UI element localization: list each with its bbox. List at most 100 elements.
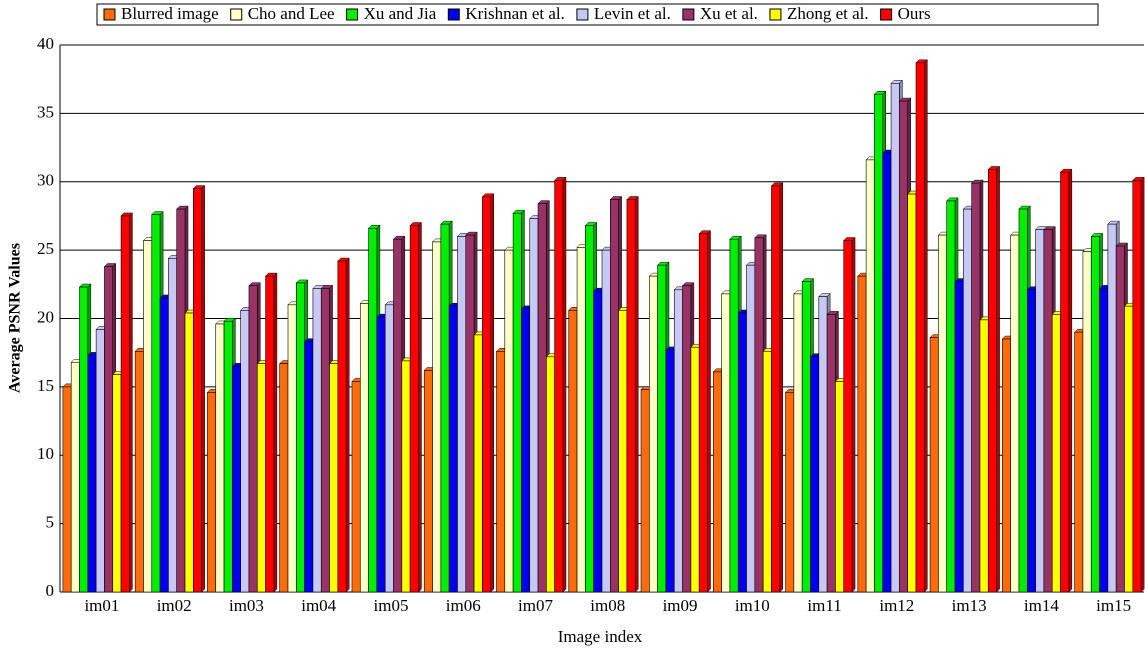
bar [70,361,80,593]
bar [640,389,650,593]
legend-swatch [880,8,893,21]
bar [890,82,900,593]
bar [248,285,258,593]
bar [537,203,547,593]
x-tick-label: im09 [663,596,698,615]
bar [810,356,820,593]
bar [673,289,683,593]
bar [1035,229,1045,593]
bar [585,225,594,593]
bar [801,281,811,593]
bar [496,351,506,593]
bar [504,249,514,593]
bar [393,238,403,593]
bar [359,303,369,593]
bar [649,275,658,593]
legend-swatch [230,8,243,21]
bar-side [634,195,639,593]
y-tick-label: 30 [37,171,54,190]
bar [423,370,433,593]
bar [946,200,956,593]
bar [737,312,747,593]
bar [1060,171,1070,593]
bar [857,275,867,593]
y-tick-label: 0 [46,581,55,600]
bar [1010,234,1020,593]
bar [448,305,458,593]
bar [265,275,275,593]
bar [882,152,892,593]
bar [712,371,722,593]
y-tick-label: 15 [37,376,54,395]
bar [368,227,378,593]
legend-swatch [447,8,460,21]
bar [512,212,522,593]
bar [698,233,708,593]
legend-label: Levin et al. [594,4,671,23]
bar [682,285,692,593]
x-tick-label: im01 [84,596,119,615]
legend-label: Xu et al. [700,4,758,23]
bar [207,392,217,593]
bar-side [490,193,494,593]
bar [143,240,153,593]
bar [610,199,619,593]
bar-side [345,257,350,593]
bar [279,363,289,593]
bar-side [273,272,278,593]
bar [95,329,105,593]
y-tick-label: 20 [37,307,54,326]
legend-label: Zhong et al. [787,4,869,23]
legend-label: Blurred image [121,4,219,23]
bar-side [129,212,133,593]
bar-side [418,221,422,593]
bar [79,286,89,593]
y-tick-label: 5 [46,513,55,532]
legend-swatch [576,8,589,21]
bar [826,314,836,593]
x-tick-label: im05 [374,596,409,615]
bar [754,237,764,593]
bar [954,281,964,593]
bar-side [851,236,856,593]
bar [835,381,845,593]
bar [351,381,361,593]
bar [865,159,875,593]
bar [384,304,394,593]
bar-side [779,182,784,593]
bar [256,363,266,593]
legend-swatch [682,8,695,21]
bar [1018,208,1028,593]
bar [215,323,225,593]
x-axis-label: Image index [558,627,643,646]
bar [176,208,186,593]
bar [729,238,739,593]
y-tick-label: 35 [37,102,54,121]
bar [240,309,250,593]
bar [874,93,884,593]
bar-side [1140,176,1145,593]
bar [593,290,603,593]
bar [771,185,781,593]
bar [1132,180,1142,593]
bar [915,62,925,593]
bar [104,266,114,593]
bar [440,223,450,593]
x-tick-label: im12 [879,596,914,615]
bar [320,288,330,593]
bar [1026,289,1036,593]
bar [1099,288,1109,593]
bar [223,320,233,593]
bar [929,337,939,593]
bar [554,180,564,593]
bar [762,351,772,593]
bar [159,297,169,593]
bar [432,241,442,593]
bar [112,374,122,593]
bar [337,260,347,593]
bar [818,296,828,593]
x-tick-label: im15 [1096,596,1131,615]
bar [899,100,908,593]
bar [401,360,411,593]
